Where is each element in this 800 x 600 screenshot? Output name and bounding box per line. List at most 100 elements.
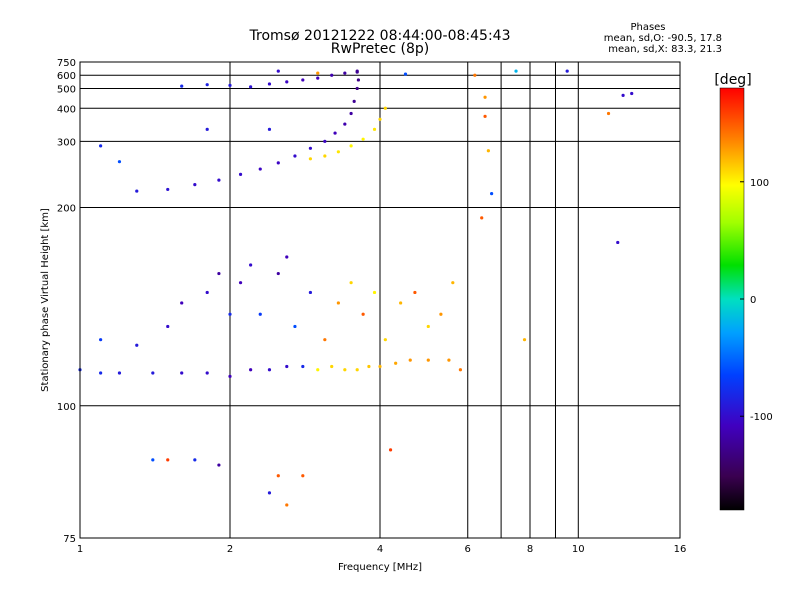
data-point [616,240,620,245]
data-point [352,99,356,103]
data-point [308,157,313,161]
data-point [301,474,305,478]
data-point [343,368,347,372]
data-point [135,343,139,347]
y-tick-labels: 75 100 200 300 400 500 600 750 [57,58,76,545]
data-point [356,78,360,82]
data-point [293,154,297,158]
data-point [316,71,320,75]
data-point [439,312,443,316]
x-tick-labels: 1 2 4 6 8 10 16 [77,544,687,555]
data-points [78,69,634,507]
x-tick-label: 1 [77,544,83,555]
data-point [217,178,221,182]
data-point [308,290,313,295]
data-point [99,371,103,375]
data-point [367,364,371,369]
data-point [458,368,463,372]
plot-frame [79,61,681,539]
data-point [355,86,359,91]
data-point [343,71,347,75]
data-point [217,271,221,276]
data-point [378,364,382,369]
data-point [193,458,197,462]
data-point [293,324,297,329]
data-point [166,324,170,329]
data-point [180,84,184,88]
data-point [606,111,611,116]
data-point [426,358,430,362]
data-point [361,137,365,141]
data-point [166,458,170,462]
x-tick-label: 16 [674,544,687,555]
data-point [135,189,139,193]
x-tick-label: 6 [465,544,471,555]
y-tick-label: 600 [57,71,76,82]
data-point [394,361,398,365]
data-point [238,172,243,176]
data-point [217,463,221,467]
data-point [383,106,387,110]
data-point [180,301,184,305]
data-point [330,73,334,77]
data-point [355,69,359,73]
data-point [372,290,377,295]
data-point [276,271,280,276]
y-tick-label: 200 [57,203,76,214]
y-tick-label: 500 [57,84,76,95]
x-tick-label: 10 [572,544,585,555]
data-point [399,301,403,305]
data-point [151,458,155,462]
phases-x-stats: mean, sd,X: 83.3, 21.3 [608,44,722,55]
data-point [285,364,289,369]
phases-heading: Phases [630,22,665,33]
colorbar-ticks: 100 0 -100 [740,178,773,423]
x-tick-label: 8 [527,544,533,555]
data-point [323,154,327,158]
colorbar-label: [deg] [714,72,751,88]
data-point [565,69,569,73]
data-point [258,312,262,316]
data-point [336,301,340,305]
colorbar-tick-label: 100 [750,178,769,189]
data-point [276,161,280,165]
data-point [180,371,184,375]
data-point [403,72,408,76]
data-point [483,114,487,118]
x-tick-label: 4 [377,544,383,555]
data-point [355,368,359,372]
data-point [193,183,197,187]
data-point [258,167,262,171]
data-point [267,491,272,495]
data-point [349,144,353,148]
data-point [267,82,272,86]
data-point [228,374,232,378]
y-tick-label: 300 [57,137,76,148]
data-point [447,358,451,362]
data-point [336,150,340,154]
y-tick-label: 75 [63,534,76,545]
x-axis-label: Frequency [MHz] [338,562,422,573]
data-point [333,131,337,135]
data-point [413,290,417,295]
data-point [285,503,289,507]
data-point [205,290,209,295]
data-point [630,91,634,96]
x-tick-label: 2 [227,544,233,555]
colorbar-tick-label: 0 [750,295,756,306]
data-point [205,371,209,375]
data-point [205,83,209,87]
y-tick-label: 400 [57,104,76,115]
data-point [323,139,327,143]
data-point [383,338,387,342]
data-point [621,93,625,97]
data-point [301,364,305,369]
data-point [285,255,289,259]
data-point [99,338,103,342]
data-point [238,281,243,285]
data-point [267,368,272,372]
data-point [267,127,272,131]
data-point [490,192,494,196]
data-point [480,216,484,220]
data-point [166,187,170,192]
